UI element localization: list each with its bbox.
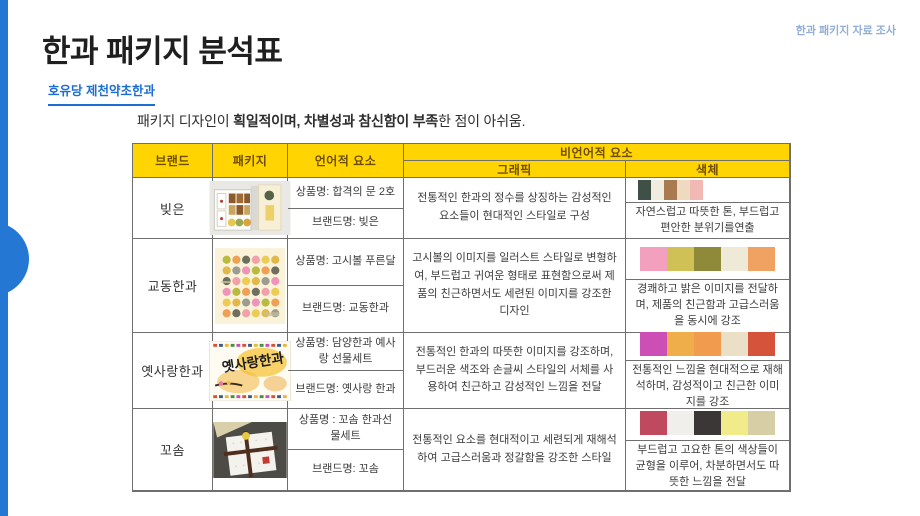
header-linguistic: 언어적 요소 [288, 144, 404, 178]
intro-segment: 한 점이 아쉬움. [438, 113, 526, 129]
brand-cell: 빚은 [133, 178, 213, 239]
page-title: 한과 패키지 분석표 [42, 34, 283, 69]
brand-cell: 꼬솜 [133, 409, 213, 491]
linguistic-cell: 상품명: 합격의 문 2호 브랜드명: 빚은 [288, 178, 404, 239]
header-color: 색체 [626, 161, 790, 178]
color-swatch [677, 179, 690, 200]
header-brand: 브랜드 [133, 144, 213, 178]
brand-name: 빚은 [160, 201, 185, 217]
package-cell [213, 409, 288, 491]
color-cell: 부드럽고 고요한 톤의 색상들이 균형을 이루어, 차분하면서도 따뜻한 느낌을… [626, 409, 790, 491]
linguistic-cell: 상품명: 고시볼 푸른달 브랜드명: 교동한과 [288, 239, 404, 333]
product-name: 상품명: 담양한과 예사랑 선물세트 [288, 333, 403, 371]
color-cell: 자연스럽고 따뜻한 톤, 부드럽고 편안한 분위기를연출 [626, 178, 790, 239]
brand-label: 브랜드명: 빚은 [312, 216, 379, 229]
intro-bold-segment: 차별성과 참신함이 부족 [303, 113, 439, 129]
package-cell: 옛사랑한과 [209, 333, 291, 409]
color-swatch [690, 179, 703, 200]
package-cell [213, 239, 288, 333]
intro-bold-segment: 획일적이며, [233, 113, 301, 129]
page-subtitle: 호유당 제천약초한과 [48, 80, 155, 106]
linguistic-cell: 상품명: 담양한과 예사랑 선물세트 브랜드명: 옛사랑 한과 [288, 333, 404, 409]
brand-label: 브랜드명: 옛사랑 한과 [295, 382, 396, 395]
color-swatch [694, 332, 721, 357]
color-swatch [651, 179, 664, 200]
color-swatch [721, 411, 748, 436]
color-cell: 전통적인 느낌을 현대적으로 재해석하며, 감성적이고 친근한 이미지를 강조 [626, 332, 790, 409]
header-package: 패키지 [213, 144, 288, 178]
graphic-cell: 전통적인 한과의 정수를 상징하는 감성적인 요소들이 현대적인 스타일로 구성 [404, 178, 626, 239]
color-palette [626, 406, 789, 442]
color-swatch [694, 411, 721, 436]
brand-name: 교동한과 [147, 279, 198, 294]
header-nonverbal: 비언어적 요소 [404, 144, 790, 161]
color-swatch [748, 246, 775, 271]
package-cell [209, 178, 291, 239]
brand-name: 꼬솜 [160, 443, 185, 458]
package-photo [215, 247, 285, 324]
color-swatch [748, 411, 775, 436]
brand-cell: 옛사랑한과 [133, 333, 213, 409]
product-name: 상품명 : 꼬솜 한과선물세트 [288, 409, 403, 450]
corner-label: 한과 패키지 자료 조사 [795, 25, 896, 37]
color-swatch [667, 246, 694, 271]
color-description: 자연스럽고 따뜻한 톤, 부드럽고 편안한 분위기를연출 [635, 206, 780, 235]
color-swatch [667, 332, 694, 357]
color-palette [626, 239, 789, 280]
graphic-description: 전통적인 요소를 현대적이고 세련되게 재해석하여 고급스러움과 정갈함을 강조… [412, 433, 617, 464]
header-graphic: 그래픽 [404, 161, 626, 178]
color-swatch [694, 246, 721, 271]
color-swatch [640, 246, 667, 271]
product-name: 상품명: 합격의 문 2호 [288, 178, 403, 209]
color-swatch [638, 179, 651, 200]
graphic-description: 전통적인 한과의 정수를 상징하는 감성적인 요소들이 현대적인 스타일로 구성 [417, 192, 612, 222]
color-swatch [640, 411, 667, 436]
color-swatch [748, 332, 775, 357]
color-palette [626, 177, 789, 204]
graphic-cell: 전통적인 요소를 현대적이고 세련되게 재해석하여 고급스러움과 정갈함을 강조… [404, 409, 626, 491]
package-photo [209, 181, 291, 235]
left-accent-circle [0, 222, 29, 296]
color-swatch [664, 179, 677, 200]
color-swatch [721, 246, 748, 271]
color-description: 경쾌하고 밝은 이미지를 전달하며, 제품의 친근함과 고급스러움을 동시에 강… [635, 283, 780, 327]
graphic-cell: 전통적인 한과의 따뜻한 이미지를 강조하며, 부드러운 색조와 손글씨 스타일… [404, 333, 626, 409]
product-name: 상품명: 고시볼 푸른달 [288, 239, 403, 286]
brand-cell: 교동한과 [133, 239, 213, 333]
graphic-cell: 고시볼의 이미지를 일러스트 스타일로 변형하여, 부드럽고 귀여운 형태로 표… [404, 239, 626, 333]
brand-label: 브랜드명: 꼬솜 [312, 463, 379, 476]
color-description: 전통적인 느낌을 현대적으로 재해석하며, 감성적이고 친근한 이미지를 강조 [632, 364, 783, 408]
color-description: 부드럽고 고요한 톤의 색상들이 균형을 이루어, 차분하면서도 따뜻한 느낌을… [635, 444, 780, 489]
linguistic-cell: 상품명 : 꼬솜 한과선물세트 브랜드명: 꼬솜 [288, 409, 404, 491]
brand-name: 옛사랑한과 [141, 364, 204, 379]
analysis-table: 브랜드 패키지 언어적 요소 비언어적 요소 그래픽 색체 빚은 상품명: 합격… [132, 143, 791, 492]
package-photo: 옛사랑한과 [209, 340, 291, 401]
brand-label: 브랜드명: 교동한과 [301, 302, 390, 315]
package-photo [213, 421, 287, 478]
color-swatch [667, 411, 694, 436]
color-swatch [721, 332, 748, 357]
intro-segment: 패키지 디자인이 [137, 113, 234, 129]
color-palette [626, 328, 789, 362]
graphic-description: 고시볼의 이미지를 일러스트 스타일로 변형하여, 부드럽고 귀여운 형태로 표… [412, 252, 617, 318]
graphic-description: 전통적인 한과의 따뜻한 이미지를 강조하며, 부드러운 색조와 손글씨 스타일… [415, 346, 614, 394]
color-cell: 경쾌하고 밝은 이미지를 전달하며, 제품의 친근함과 고급스러움을 동시에 강… [626, 239, 790, 333]
intro-sentence: 패키지 디자인이 획일적이며, 차별성과 참신함이 부족한 점이 아쉬움. [137, 111, 525, 131]
color-swatch [640, 332, 667, 357]
